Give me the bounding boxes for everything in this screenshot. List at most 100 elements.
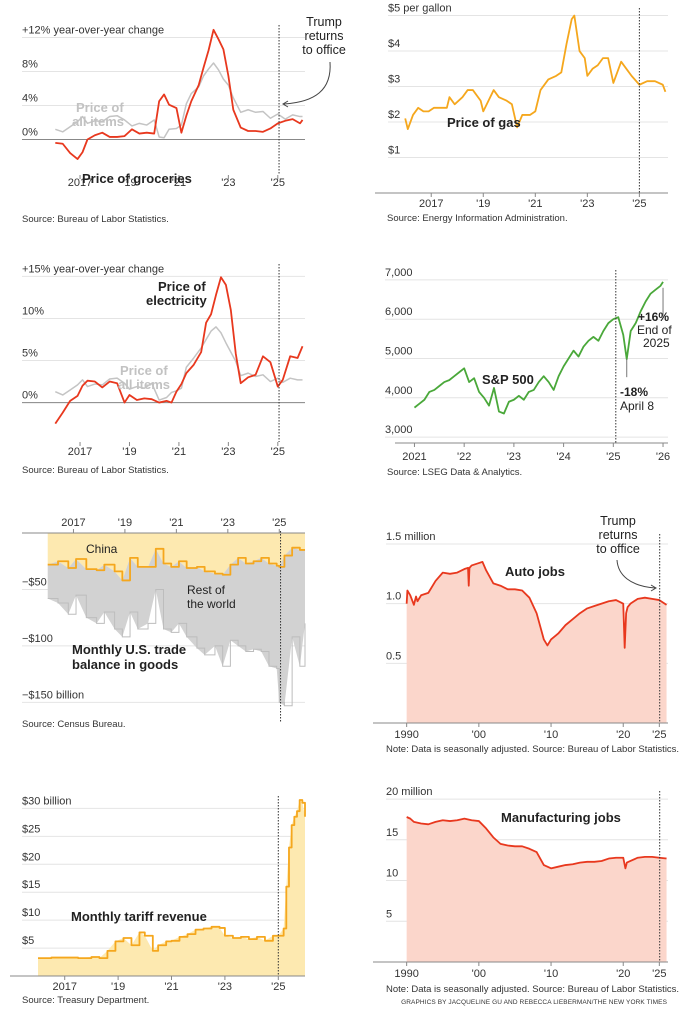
label-electricity-2: electricity xyxy=(146,293,207,308)
x-tick-label: '00 xyxy=(472,729,486,741)
y-tick-label: 1.0 xyxy=(386,591,401,603)
x-tick-label: '23 xyxy=(221,446,235,458)
source-note: Source: Bureau of Labor Statistics. xyxy=(22,214,169,225)
label-electricity-1: Price of xyxy=(158,279,206,294)
series-line-price-of-gas xyxy=(404,14,667,131)
x-tick-label: '20 xyxy=(616,968,630,980)
series-line-auto-jobs xyxy=(405,560,668,649)
annotation-arrow xyxy=(283,61,331,105)
area-rest-of-world xyxy=(47,547,306,706)
annotation-trump-3: to office xyxy=(302,43,346,57)
source-note: Source: Census Bureau. xyxy=(22,719,126,730)
label-all-items-2-line1: Price of xyxy=(120,363,168,378)
x-tick-label: '21 xyxy=(528,198,542,210)
x-tick-label: '25 xyxy=(271,446,285,458)
x-tick-label: '25 xyxy=(272,517,286,529)
chart-groceries-inflation: 0% 4% 8% +12% year-over-year change 2017 '19 '… xyxy=(22,25,305,225)
x-tick-label: '10 xyxy=(544,729,558,741)
y-tick-label: 0% xyxy=(22,127,38,139)
x-tick-label: '25 xyxy=(606,451,620,463)
y-tick-label: 0% xyxy=(22,390,38,402)
x-tick-label: 2017 xyxy=(419,198,443,210)
label-tariff: Monthly tariff revenue xyxy=(71,909,207,924)
arrow-head-icon xyxy=(650,584,657,592)
chart-manufacturing-jobs: 5 10 15 20 million 1990 '00 '10 '20 '25 Note: Dat… xyxy=(373,786,679,995)
label-rest-world-1: Rest of xyxy=(187,583,226,597)
series-line-price-of-all-items xyxy=(55,62,303,139)
annotation-trump-auto-2: returns xyxy=(599,528,638,542)
x-tick-label: '19 xyxy=(122,446,136,458)
annotation-trump-auto-3: to office xyxy=(596,542,640,556)
annotation-arrow-auto xyxy=(616,559,656,589)
x-tick-label: '20 xyxy=(616,729,630,741)
y-tick-label: $1 xyxy=(388,145,400,157)
annotation-trump-1: Trump xyxy=(306,15,342,29)
label-gas: Price of gas xyxy=(447,115,521,130)
label-trade-title-2: balance in goods xyxy=(72,657,178,672)
y-tick-label: 4,000 xyxy=(385,385,413,397)
source-note: Note: Data is seasonally adjusted. Sourc… xyxy=(386,984,679,995)
x-tick-label: '25 xyxy=(652,968,666,980)
y-tick-label: $25 xyxy=(22,823,40,835)
x-tick-label: 1990 xyxy=(394,729,418,741)
y-tick-label: 10 xyxy=(386,868,398,880)
source-note: Note: Data is seasonally adjusted. Sourc… xyxy=(386,744,679,755)
y-tick-label: $2 xyxy=(388,109,400,121)
series-line-manufacturing-jobs xyxy=(406,816,667,870)
y-tick-label: $4 xyxy=(388,38,400,50)
area-china xyxy=(47,533,306,581)
x-tick-label: '23 xyxy=(221,177,235,189)
y-tick-label: 4% xyxy=(22,93,38,105)
y-tick-label: $30 billion xyxy=(22,795,72,807)
y-tick-label: $15 xyxy=(22,879,40,891)
chart-gas-price: $1 $2 $3 $4 $5 per gallon 2017 '19 '21 '23 '25 Sou… xyxy=(375,3,668,224)
x-tick-label: '21 xyxy=(172,446,186,458)
chart-electricity-inflation: 0% 5% 10% +15% year-over-year change 2017 '19… xyxy=(22,263,305,476)
x-tick-label: '25 xyxy=(632,198,646,210)
label-manufacturing: Manufacturing jobs xyxy=(501,810,621,825)
sp-gain-line2: 2025 xyxy=(643,336,670,350)
y-tick-label: −$50 xyxy=(22,576,47,588)
line-rest-of-world xyxy=(47,588,306,707)
y-tick-label: $20 xyxy=(22,851,40,863)
label-all-items-line1: Price of xyxy=(76,100,124,115)
y-tick-label: 5% xyxy=(22,348,38,360)
x-tick-label: '23 xyxy=(221,517,235,529)
y-tick-label: −$150 billion xyxy=(22,689,84,701)
series-line-china xyxy=(47,546,305,582)
series-line-price-of-electricity xyxy=(54,276,304,425)
y-tick-label: 5,000 xyxy=(385,346,413,358)
sp-gain-pct: +16% xyxy=(638,310,669,324)
sp-drop-pct: -18% xyxy=(620,385,648,399)
label-all-items-line2: all items xyxy=(72,114,124,129)
label-rest-world-2: the world xyxy=(187,597,236,611)
label-groceries: Price of groceries xyxy=(82,171,192,186)
x-tick-label: '25 xyxy=(271,177,285,189)
x-tick-label: '21 xyxy=(172,177,186,189)
x-tick-label: '19 xyxy=(122,177,136,189)
x-tick-label: '21 xyxy=(169,517,183,529)
x-tick-label: '26 xyxy=(656,451,670,463)
x-tick-label: '19 xyxy=(111,981,125,993)
x-tick-label: 1990 xyxy=(394,968,418,980)
x-tick-label: '21 xyxy=(164,981,178,993)
y-tick-label: 7,000 xyxy=(385,267,413,279)
chart-sp500: 3,000 4,000 5,000 6,000 7,000 2021 '22 '23 '24 '2… xyxy=(385,267,670,478)
y-tick-label: $5 xyxy=(22,935,34,947)
y-tick-label: $5 per gallon xyxy=(388,3,452,15)
x-tick-label: '22 xyxy=(457,451,471,463)
area-manufacturing_jobs xyxy=(406,816,667,962)
x-tick-label: '23 xyxy=(218,981,232,993)
series-line-s-p-500 xyxy=(413,281,664,415)
chart-tariff-revenue: $5 $10 $15 $20 $25 $30 billion 2017 '19 '21 '23 '2… xyxy=(10,795,306,1006)
source-note: Source: LSEG Data & Analytics. xyxy=(387,467,522,478)
y-tick-label: +15% year-over-year change xyxy=(22,263,164,275)
source-note: Source: Energy Information Administratio… xyxy=(387,213,568,224)
label-all-items-2-line2: all items xyxy=(118,377,170,392)
sp-drop-date: April 8 xyxy=(620,399,654,413)
arrow-head-icon xyxy=(282,100,289,108)
y-tick-label: $10 xyxy=(22,907,40,919)
sp-gain-line1: End of xyxy=(637,323,672,337)
x-tick-label: '24 xyxy=(556,451,570,463)
